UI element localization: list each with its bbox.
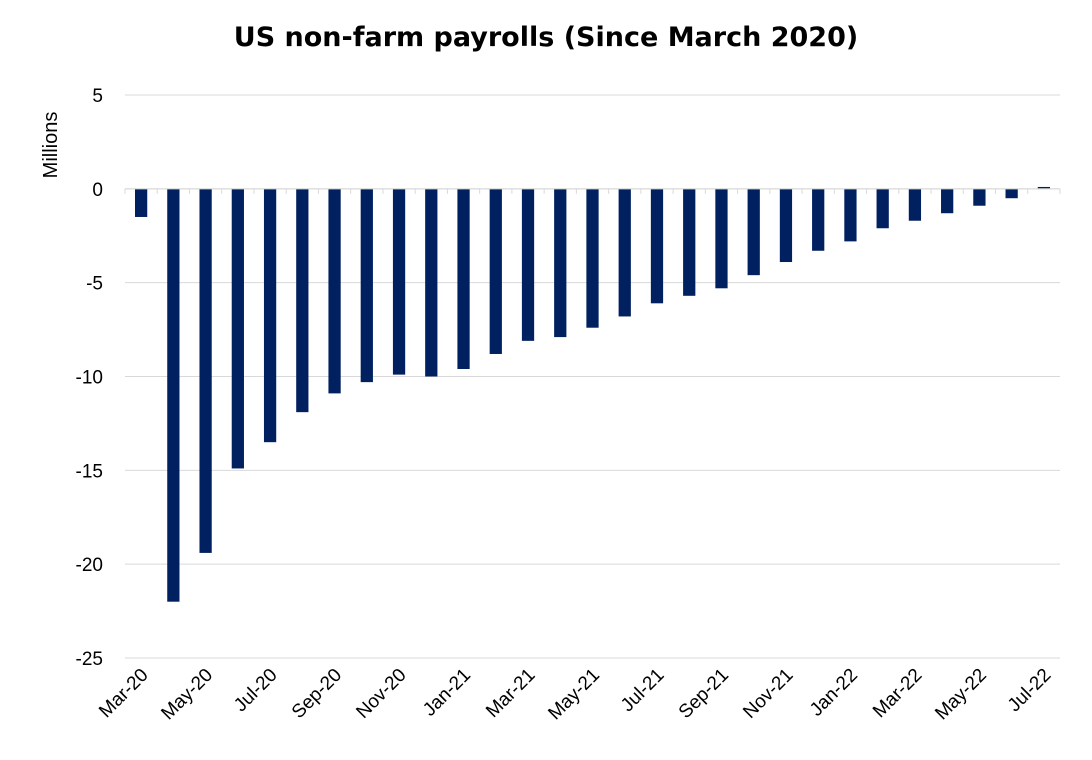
bar — [134, 188, 148, 217]
bar — [263, 188, 277, 443]
y-tick-label: -25 — [76, 649, 103, 670]
bar — [554, 188, 567, 338]
bar — [392, 188, 406, 375]
bar — [199, 188, 212, 553]
bar — [618, 188, 631, 317]
bar — [683, 188, 696, 296]
x-tick-label: Nov-21 — [739, 665, 797, 723]
x-tick-label: Sep-20 — [288, 665, 346, 723]
bar — [908, 188, 922, 221]
bar — [167, 188, 180, 602]
bar — [650, 188, 664, 304]
x-tick-label: Mar-22 — [869, 665, 926, 722]
y-tick-label: -15 — [76, 461, 103, 482]
bar — [1037, 186, 1051, 189]
bar — [715, 188, 728, 289]
bar — [586, 188, 599, 328]
x-tick-label: Nov-20 — [352, 665, 410, 723]
x-tick-label: May-22 — [931, 665, 991, 725]
bar — [973, 188, 986, 206]
bar — [328, 188, 341, 394]
x-tick-label: Mar-20 — [95, 665, 152, 722]
x-tick-label: Jul-22 — [1004, 665, 1055, 716]
x-tick-label: May-20 — [157, 665, 217, 725]
bar — [779, 188, 793, 263]
bar — [844, 188, 857, 242]
bar — [425, 188, 438, 377]
bar — [296, 188, 309, 413]
bar — [457, 188, 470, 369]
x-tick-label: Mar-21 — [482, 665, 539, 722]
y-tick-label: -5 — [86, 274, 103, 295]
x-tick-label: Jul-21 — [617, 665, 668, 716]
x-tick-label: May-21 — [544, 665, 604, 725]
y-axis-title: Millions — [40, 112, 62, 179]
bar — [747, 188, 760, 276]
x-tick-label: Jan-21 — [419, 665, 475, 721]
bar — [812, 188, 825, 251]
chart-title: US non-farm payrolls (Since March 2020) — [233, 22, 859, 53]
x-tick-label: Jan-22 — [806, 665, 862, 721]
bars — [134, 186, 1051, 602]
bar — [876, 188, 889, 229]
bar — [521, 188, 535, 341]
y-tick-label: 0 — [92, 180, 103, 201]
y-tick-label: -10 — [76, 368, 103, 389]
bar — [360, 188, 373, 383]
bar — [941, 188, 954, 214]
y-tick-label: 5 — [92, 86, 103, 107]
bar — [231, 188, 244, 469]
y-tick-label: -20 — [76, 555, 103, 576]
bar — [1005, 188, 1018, 199]
bar — [489, 188, 502, 354]
x-tick-label: Sep-21 — [675, 665, 733, 723]
x-tick-label: Jul-20 — [230, 665, 281, 716]
